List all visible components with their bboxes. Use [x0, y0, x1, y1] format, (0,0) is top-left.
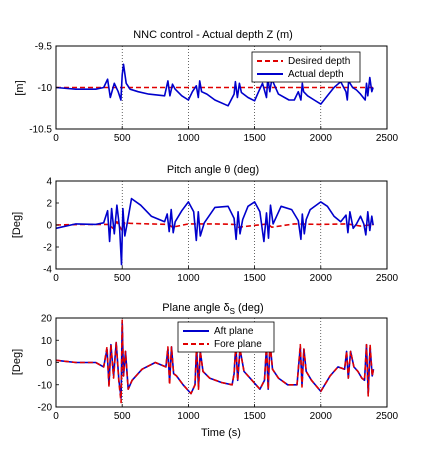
pitch-ytick-label: 2 — [46, 199, 52, 210]
pitch-chart: Pitch angle θ (deg) [Deg] 0 500 1000 1500 20… — [11, 164, 399, 284]
plane-xtick-label: 1500 — [243, 411, 266, 422]
depth-chart-ylabel: [m] — [14, 80, 26, 95]
pitch-ytick-label: -2 — [43, 243, 52, 254]
pitch-xtick-label: 2500 — [376, 273, 399, 284]
pitch-ytick-label: -4 — [43, 265, 52, 276]
aft-plane-legend-label: Aft plane — [214, 326, 254, 337]
depth-chart-series — [55, 63, 374, 107]
plane-chart-legend: Aft plane Fore plane — [177, 321, 275, 353]
depth-chart-legend: Desired depth Actual depth — [251, 51, 361, 83]
depth-chart: NNC control - Actual depth Z (m) [m] 0 50… — [14, 29, 399, 144]
plane-xtick-label: 500 — [114, 411, 131, 422]
pitch-ytick-label: 0 — [46, 221, 52, 232]
depth-ytick-label: -10.5 — [29, 125, 52, 136]
actual-depth-line — [55, 63, 374, 107]
depth-xtick-label: 2500 — [376, 133, 399, 144]
depth-xtick-label: 500 — [114, 133, 131, 144]
plane-ytick-label: -10 — [38, 380, 53, 391]
depth-chart-ticks: 0 500 1000 1500 2000 2500 -10.5 -10 -9.5 — [29, 42, 398, 145]
desired-depth-legend-label: Desired depth — [288, 56, 350, 67]
depth-ytick-label: -9.5 — [35, 42, 53, 53]
pitch-chart-ticks: 0 500 1000 1500 2000 2500 -4 -2 0 2 4 — [43, 177, 398, 285]
depth-ytick-label: -10 — [38, 83, 53, 94]
plane-chart: Plane angle δS (deg) [Deg] 0 500 1000 1500 2… — [11, 302, 399, 439]
pitch-xtick-label: 500 — [114, 273, 131, 284]
plane-ytick-label: -20 — [38, 403, 53, 414]
plane-xtick-label: 2500 — [376, 411, 399, 422]
plane-xtick-label: 1000 — [177, 411, 200, 422]
depth-xtick-label: 0 — [53, 133, 59, 144]
plane-chart-ticks: 0 500 1000 1500 2000 2500 -20 -10 0 10 20 — [38, 314, 399, 423]
pitch-xtick-label: 1000 — [177, 273, 200, 284]
actual-depth-legend-label: Actual depth — [288, 69, 344, 80]
plane-ytick-label: 10 — [41, 336, 53, 347]
plane-xtick-label: 2000 — [310, 411, 333, 422]
pitch-xtick-label: 2000 — [310, 273, 333, 284]
actual-pitch-line — [55, 197, 374, 266]
pitch-ytick-label: 4 — [46, 177, 52, 188]
plane-chart-series — [55, 319, 375, 404]
plane-chart-xlabel: Time (s) — [201, 427, 241, 439]
pitch-xtick-label: 0 — [53, 273, 59, 284]
fore-plane-legend-label: Fore plane — [214, 339, 262, 350]
depth-chart-title: NNC control - Actual depth Z (m) — [133, 29, 293, 41]
depth-xtick-label: 2000 — [310, 133, 333, 144]
depth-xtick-label: 1500 — [243, 133, 266, 144]
plane-chart-ylabel: [Deg] — [11, 349, 23, 375]
pitch-chart-ylabel: [Deg] — [11, 212, 23, 238]
depth-xtick-label: 1000 — [177, 133, 200, 144]
depth-chart-grid — [121, 46, 322, 129]
pitch-chart-series — [55, 197, 374, 266]
plane-legend-box — [177, 321, 275, 353]
plane-ytick-label: 20 — [41, 314, 53, 325]
plane-chart-title: Plane angle δS (deg) — [162, 302, 263, 316]
depth-legend-box — [251, 51, 361, 83]
pitch-xtick-label: 1500 — [243, 273, 266, 284]
plane-ytick-label: 0 — [46, 358, 52, 369]
pitch-chart-title: Pitch angle θ (deg) — [167, 164, 259, 176]
plane-xtick-label: 0 — [53, 411, 59, 422]
